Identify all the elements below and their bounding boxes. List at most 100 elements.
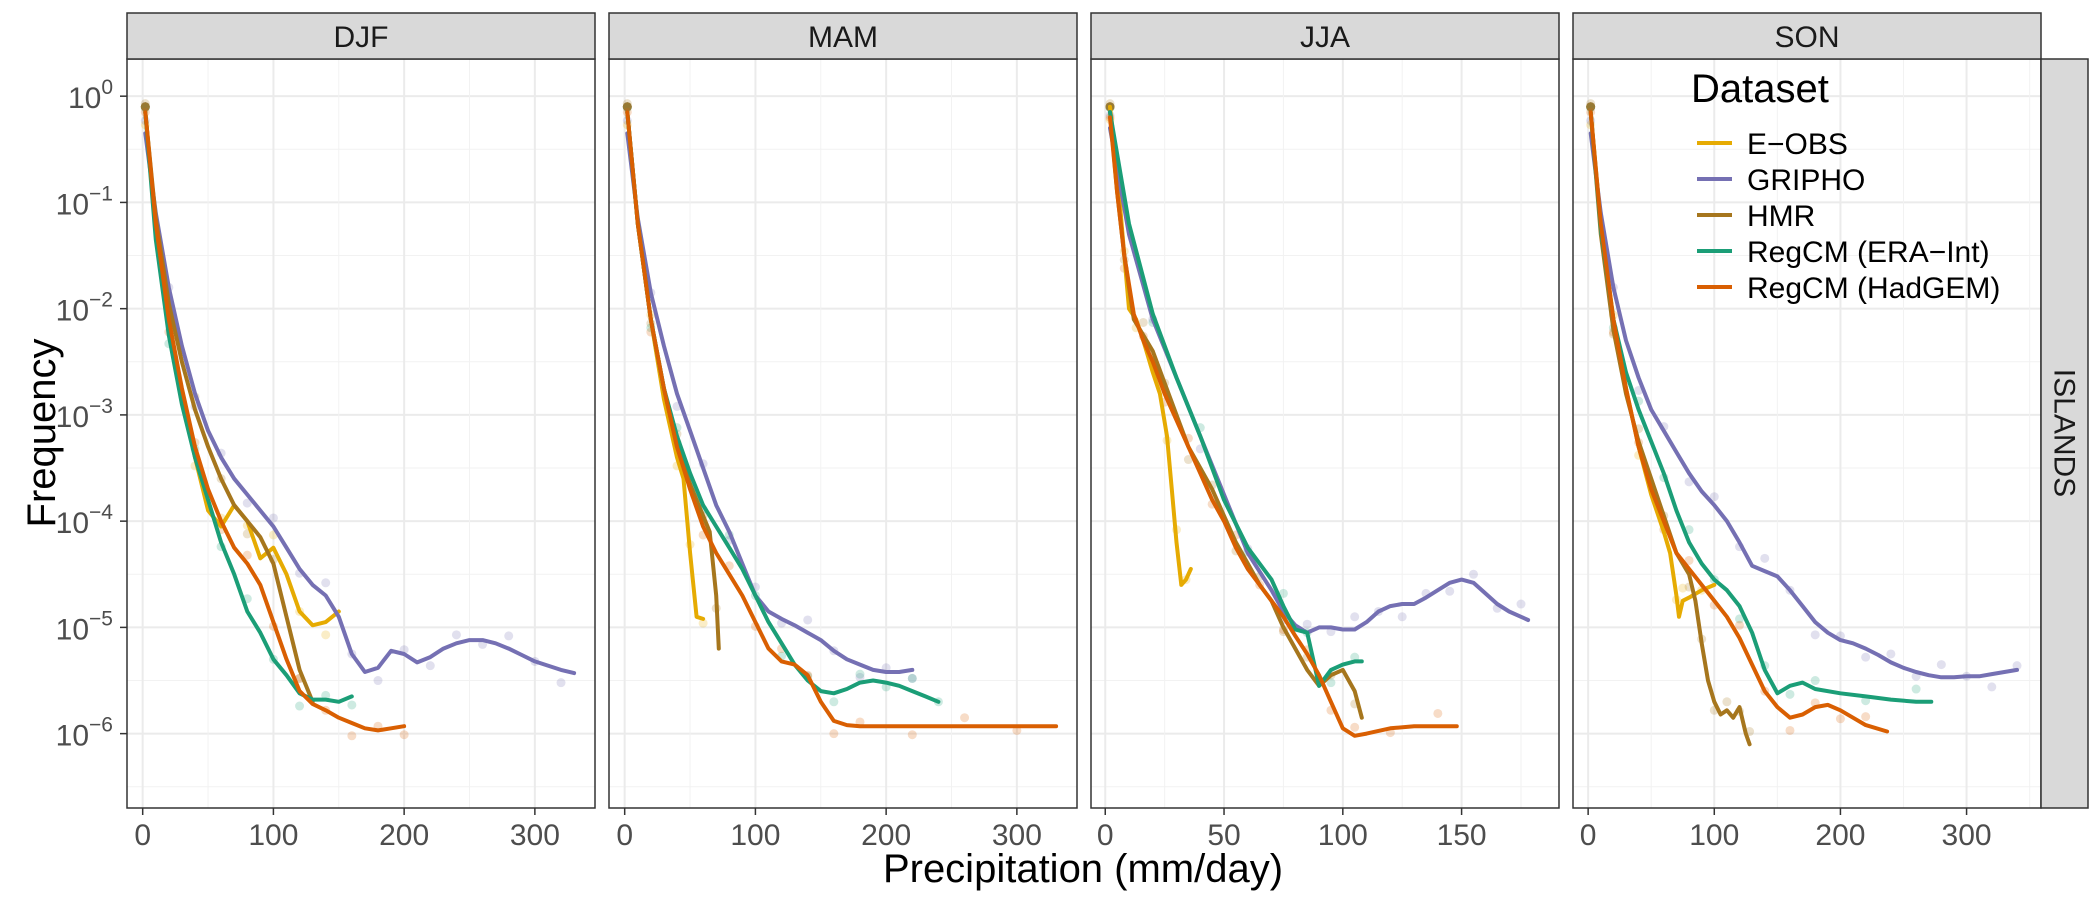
series-line-regcm-era-int-: [143, 110, 354, 704]
panel-strip: [608, 12, 1078, 60]
data-point: [451, 630, 461, 640]
data-point: [1735, 614, 1745, 624]
panel-strip-label: DJF: [334, 21, 389, 54]
series-line-hmr: [143, 110, 315, 704]
data-point: [907, 730, 917, 740]
y-tick-exponent: −3: [89, 395, 113, 418]
data-point: [1861, 712, 1871, 722]
x-tick-label: 200: [379, 819, 429, 852]
y-axis-title: Frequency: [20, 339, 64, 528]
data-point: [855, 669, 865, 679]
data-point: [1886, 649, 1896, 659]
legend-label: RegCM (ERA−Int): [1747, 236, 1990, 269]
y-tick-base: 10: [56, 720, 89, 753]
y-tick-exponent: 0: [101, 76, 113, 99]
data-point: [1735, 620, 1745, 630]
panel-background: [609, 59, 1077, 808]
x-tick-label: 200: [1815, 819, 1865, 852]
data-point: [1516, 599, 1526, 609]
y-tick-label: 10−1: [56, 182, 113, 221]
data-point: [242, 550, 252, 560]
panel-son: SON 0 100 200 300: [1572, 12, 2042, 852]
data-point: [1302, 619, 1312, 629]
x-tick-label: 100: [730, 819, 780, 852]
data-point: [321, 578, 331, 588]
x-tick-label: 100: [248, 819, 298, 852]
data-point: [1445, 586, 1455, 596]
y-tick-base: 10: [56, 507, 89, 540]
y-tick-base: 10: [56, 401, 89, 434]
data-point: [504, 631, 514, 641]
x-tick-label: 100: [1318, 819, 1368, 852]
x-tick-label: 300: [1942, 819, 1992, 852]
y-tick-base: 10: [68, 82, 101, 115]
data-point: [321, 630, 331, 640]
x-tick-label: 300: [992, 819, 1042, 852]
panel-lines: [143, 110, 577, 733]
y-tick-base: 10: [56, 295, 89, 328]
panel-strip: [1090, 12, 1560, 60]
y-tick-label: 10−3: [56, 395, 113, 434]
data-point: [1760, 553, 1770, 563]
data-point: [1397, 612, 1407, 622]
panel-lines: [625, 110, 1059, 729]
data-point: [1785, 689, 1795, 699]
y-tick-exponent: −5: [89, 607, 113, 630]
y-tick-label: 10−6: [56, 714, 113, 753]
legend-item: GRIPHO: [1697, 164, 1865, 197]
data-point: [242, 498, 252, 508]
series-line-regcm-era-int-: [625, 110, 941, 704]
data-point: [829, 729, 839, 739]
legend-item: HMR: [1697, 200, 1815, 233]
y-tick-exponent: −2: [89, 289, 113, 312]
data-point: [907, 673, 917, 683]
data-point: [1183, 455, 1193, 465]
data-point: [347, 700, 357, 710]
legend-item: RegCM (HadGEM): [1697, 272, 2000, 305]
legend-label: RegCM (HadGEM): [1747, 272, 2000, 305]
series-line-regcm-era-int-: [1108, 110, 1364, 688]
series-line-regcm-hadgem-: [1588, 110, 1890, 734]
legend-title: Dataset: [1691, 67, 1829, 111]
panel-mam: MAM 0 100 200 300: [608, 12, 1078, 852]
panel-lines: [1588, 110, 2019, 747]
data-point: [556, 678, 566, 688]
y-tick-exponent: −4: [89, 501, 113, 524]
data-point: [2012, 661, 2022, 671]
data-point: [425, 661, 435, 671]
data-point: [1936, 660, 1946, 670]
series-line-regcm-hadgem-: [143, 110, 407, 733]
panel-strip-label: JJA: [1300, 21, 1350, 54]
row-strip: ISLANDS: [2040, 58, 2089, 809]
data-point: [1987, 682, 1997, 692]
y-tick-base: 10: [56, 613, 89, 646]
data-point: [1785, 725, 1795, 735]
x-tick-label: 0: [134, 819, 151, 852]
panel-strip-label: MAM: [808, 21, 878, 54]
data-point: [1138, 317, 1148, 327]
data-point: [1326, 678, 1336, 688]
panel-strip: [1572, 12, 2042, 60]
panel-djf: DJF 0 100 200 300: [126, 12, 596, 852]
x-tick-label: 150: [1437, 819, 1487, 852]
data-point: [1350, 652, 1360, 662]
panel-grid: [127, 59, 595, 808]
data-point: [855, 672, 865, 682]
y-tick-label: 10−4: [56, 501, 114, 540]
panel-background: [127, 59, 595, 808]
data-point: [1678, 583, 1688, 593]
series-line-gripho: [625, 131, 915, 674]
legend-label: E−OBS: [1747, 128, 1848, 161]
data-point: [1861, 652, 1871, 662]
data-point: [1350, 722, 1360, 732]
data-point: [829, 697, 839, 707]
data-point: [347, 731, 357, 741]
start-point: [140, 102, 150, 112]
data-point: [1468, 569, 1478, 579]
x-axis-title: Precipitation (mm/day): [883, 847, 1283, 891]
panel-lines: [1108, 104, 1531, 738]
series-line-regcm-era-int-: [1588, 110, 1934, 704]
